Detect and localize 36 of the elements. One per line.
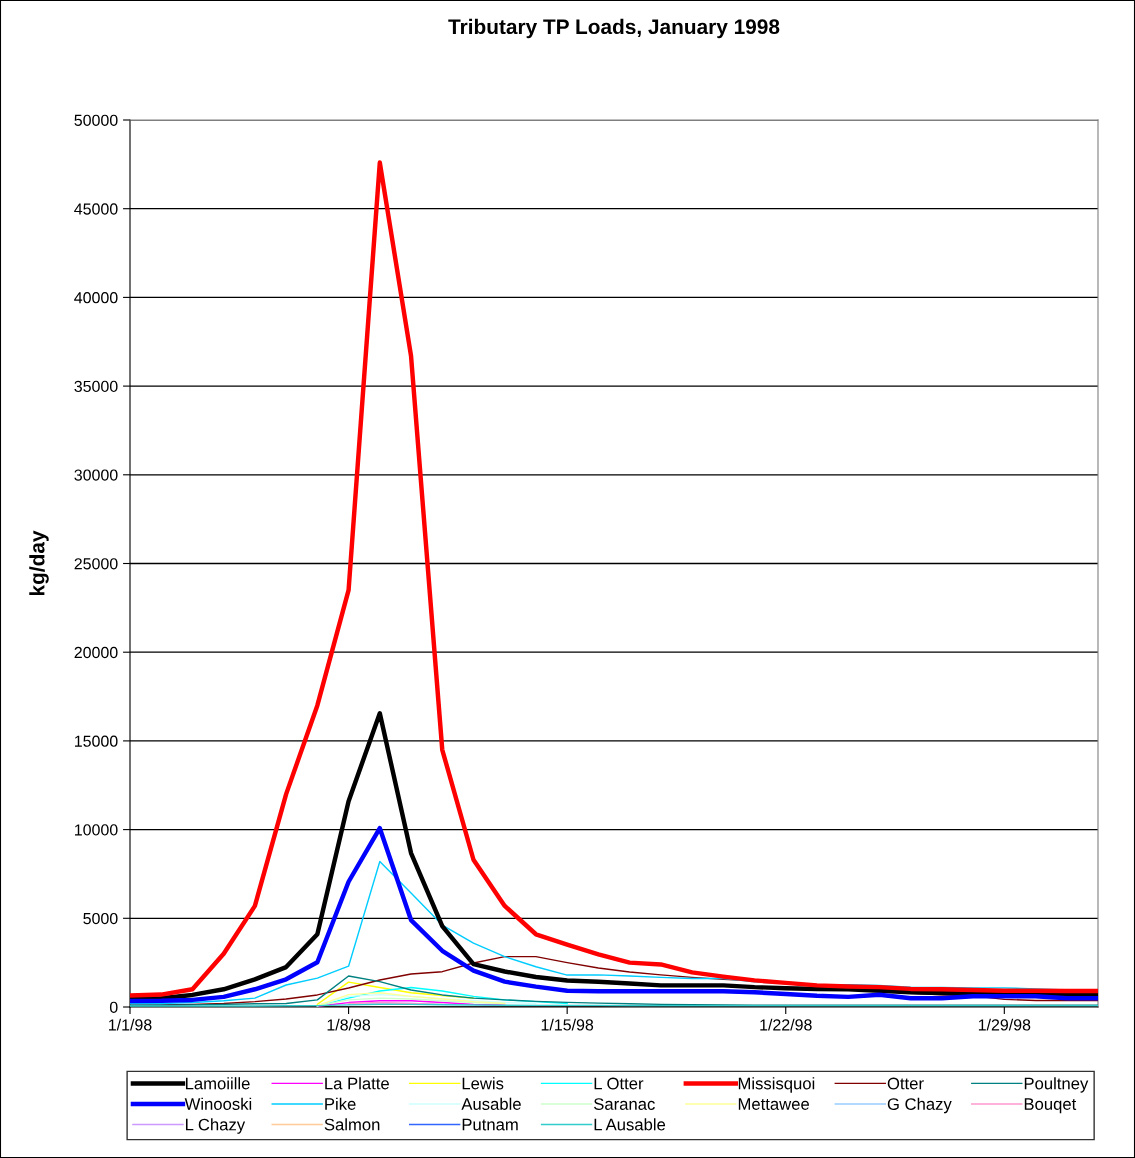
legend-label: Saranac bbox=[594, 1098, 655, 1110]
x-tick-label: 1/15/98 bbox=[541, 1018, 594, 1031]
legend-label: L Otter bbox=[594, 1077, 644, 1090]
legend-label: Poultney bbox=[1024, 1077, 1089, 1093]
x-tick-label: 1/22/98 bbox=[760, 1018, 812, 1031]
chart-title: Tributary TP Loads, January 1998 bbox=[448, 18, 780, 39]
legend-label: G Chazy bbox=[887, 1097, 952, 1114]
x-tick-label: 1/8/98 bbox=[327, 1018, 371, 1031]
legend-label: Pike bbox=[325, 1097, 356, 1110]
legend-label: Ausable bbox=[461, 1097, 521, 1110]
legend-label: Salmon bbox=[324, 1118, 380, 1131]
y-tick-label: 50000 bbox=[74, 114, 118, 126]
x-tick-label: 1/1/98 bbox=[109, 1018, 152, 1031]
legend-label: Winooski bbox=[184, 1097, 252, 1110]
legend-label: Bouqet bbox=[1024, 1098, 1077, 1114]
legend-label: Otter bbox=[887, 1077, 924, 1090]
legend-label: Putnam bbox=[462, 1118, 518, 1131]
y-tick-label: 40000 bbox=[74, 292, 118, 304]
y-tick-label: 10000 bbox=[75, 824, 118, 836]
y-tick-label: 45000 bbox=[74, 203, 118, 215]
legend-label: Missisquoi bbox=[738, 1077, 815, 1093]
y-tick-label: 30000 bbox=[74, 469, 118, 481]
y-tick-label: 25000 bbox=[74, 558, 118, 570]
y-tick-label: 15000 bbox=[75, 735, 118, 747]
y-tick-label: 5000 bbox=[83, 912, 118, 925]
legend-label: L Ausable bbox=[594, 1118, 666, 1131]
legend-label: L Chazy bbox=[185, 1118, 246, 1134]
legend-label: Lewis bbox=[462, 1077, 504, 1090]
legend-label: Mettawee bbox=[738, 1098, 809, 1110]
y-axis-title: kg/day bbox=[29, 530, 49, 596]
y-tick-label: 35000 bbox=[74, 380, 118, 393]
legend-label: La Platte bbox=[325, 1077, 389, 1090]
legend-label: Lamoiille bbox=[185, 1077, 250, 1090]
x-tick-label: 1/29/98 bbox=[978, 1018, 1031, 1031]
y-tick-label: 0 bbox=[109, 1001, 118, 1013]
y-tick-label: 20000 bbox=[74, 646, 118, 659]
